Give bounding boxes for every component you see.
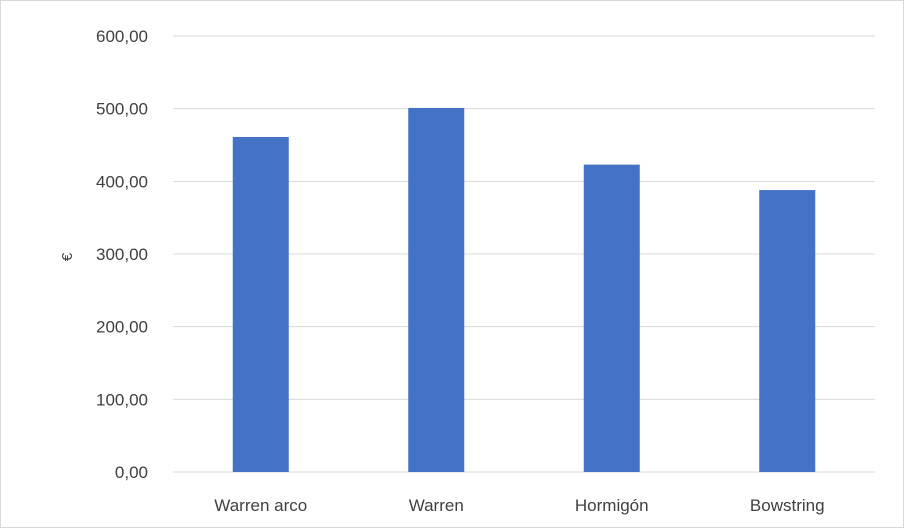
x-tick-label: Hormigón: [575, 496, 649, 515]
x-tick-label: Warren arco: [214, 496, 307, 515]
y-tick-label: 500,00: [96, 100, 148, 119]
x-axis-ticks: Warren arco Warren Hormigón Bowstring: [214, 496, 824, 515]
y-axis-label: €: [59, 252, 76, 261]
bar-hormigón: [583, 164, 640, 472]
y-tick-label: 400,00: [96, 172, 148, 191]
y-tick-label: 600,00: [96, 27, 148, 46]
y-tick-label: 300,00: [96, 245, 148, 264]
bar-warren: [408, 107, 465, 472]
bar-bowstring: [759, 190, 816, 472]
bars: [232, 107, 816, 473]
y-tick-label: 200,00: [96, 318, 148, 337]
y-tick-label: 0,00: [115, 463, 148, 482]
gridlines: [173, 35, 875, 473]
bar-warren-arco: [232, 137, 289, 473]
x-tick-label: Bowstring: [750, 496, 825, 515]
y-axis-ticks: 0,00 100,00 200,00 300,00 400,00 500,00 600,00: [96, 27, 148, 482]
x-tick-label: Warren: [409, 496, 464, 515]
y-tick-label: 100,00: [96, 390, 148, 409]
